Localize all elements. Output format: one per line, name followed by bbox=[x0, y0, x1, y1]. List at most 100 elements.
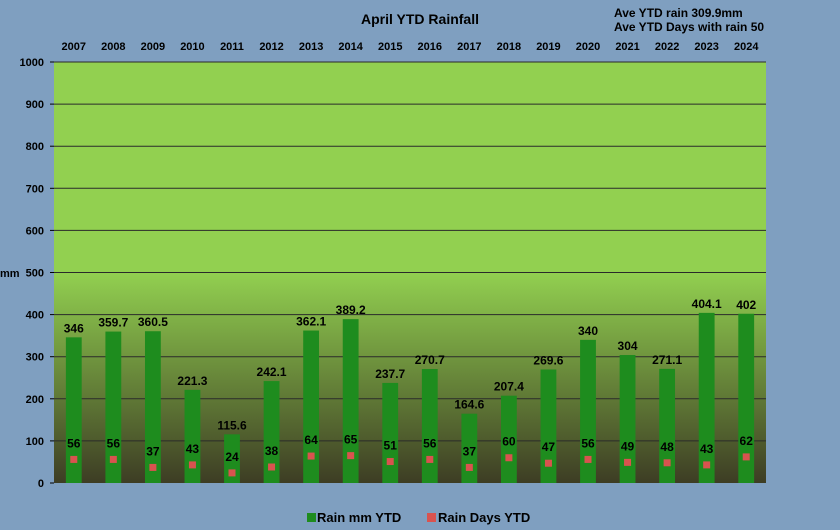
y-tick-label: 300 bbox=[26, 352, 44, 364]
y-tick-label: 700 bbox=[26, 183, 44, 195]
bar bbox=[580, 339, 596, 483]
legend-label-rain-mm: Rain mm YTD bbox=[317, 510, 401, 525]
y-axis-ticks: 0 100 200 300 400 500 600 700 800 900 1000 bbox=[20, 57, 54, 490]
bar bbox=[224, 434, 240, 483]
bar bbox=[659, 368, 676, 483]
bar-value-label: 237.7 bbox=[375, 367, 405, 381]
x-tick-label: 2010 bbox=[180, 41, 204, 53]
bar-value-label: 389.2 bbox=[336, 303, 366, 317]
bar bbox=[263, 381, 280, 483]
legend-label-rain-days: Rain Days YTD bbox=[438, 510, 530, 525]
bar-value-label: 242.1 bbox=[257, 365, 287, 379]
bar-value-label: 360.5 bbox=[138, 315, 168, 329]
rain-days-value-label: 60 bbox=[502, 435, 516, 449]
markers bbox=[70, 452, 750, 477]
bar bbox=[382, 382, 399, 483]
rain-days-marker bbox=[188, 461, 196, 469]
y-tick-label: 200 bbox=[26, 394, 44, 406]
x-tick-label: 2013 bbox=[299, 41, 323, 53]
bar-value-label: 271.1 bbox=[652, 353, 682, 367]
data-labels: 346 359.7 360.5 221.3 115.6 242.1 362.1 389.2 23… bbox=[64, 297, 757, 464]
bar-value-label: 359.7 bbox=[98, 316, 128, 330]
rain-days-value-label: 43 bbox=[700, 442, 714, 456]
legend-swatch-rain-mm bbox=[307, 513, 316, 522]
y-tick-label: 900 bbox=[26, 99, 44, 111]
bar bbox=[184, 389, 201, 483]
y-tick-label: 100 bbox=[26, 436, 44, 448]
bar-value-label: 221.3 bbox=[177, 374, 207, 388]
bar-value-label: 346 bbox=[64, 321, 84, 335]
bars bbox=[65, 312, 755, 483]
x-tick-label: 2012 bbox=[259, 41, 283, 53]
y-tick-label: 500 bbox=[26, 268, 44, 280]
rain-days-marker bbox=[347, 452, 355, 460]
rain-days-value-label: 51 bbox=[384, 439, 398, 453]
chart-title: April YTD Rainfall bbox=[361, 11, 479, 27]
y-tick-label: 1000 bbox=[20, 57, 44, 69]
bar bbox=[540, 369, 557, 483]
rain-days-marker bbox=[268, 463, 276, 471]
rain-days-value-label: 43 bbox=[186, 442, 200, 456]
bar bbox=[65, 337, 82, 483]
x-tick-label: 2007 bbox=[62, 41, 86, 53]
bar-value-label: 115.6 bbox=[217, 418, 247, 432]
x-tick-label: 2014 bbox=[338, 41, 363, 53]
x-tick-label: 2023 bbox=[694, 41, 718, 53]
bar bbox=[144, 331, 161, 483]
bar bbox=[421, 369, 438, 483]
rain-days-value-label: 37 bbox=[463, 444, 477, 458]
bar bbox=[738, 313, 755, 483]
rain-days-marker bbox=[742, 453, 750, 461]
rain-days-marker bbox=[624, 458, 632, 466]
bar-value-label: 207.4 bbox=[494, 380, 524, 394]
y-tick-label: 600 bbox=[26, 225, 44, 237]
rain-days-marker bbox=[703, 461, 711, 469]
bar-value-label: 340 bbox=[578, 324, 598, 338]
rain-days-marker bbox=[109, 455, 117, 463]
rain-days-marker bbox=[307, 452, 315, 460]
x-tick-label: 2022 bbox=[655, 41, 679, 53]
x-tick-label: 2018 bbox=[497, 41, 521, 53]
x-tick-label: 2009 bbox=[141, 41, 165, 53]
x-tick-label: 2024 bbox=[734, 41, 759, 53]
rain-days-marker bbox=[663, 459, 671, 467]
rain-days-marker bbox=[70, 455, 78, 463]
gridlines bbox=[54, 61, 766, 442]
y-axis-label: mm bbox=[0, 268, 20, 280]
rain-days-value-label: 47 bbox=[542, 440, 556, 454]
y-tick-label: 0 bbox=[38, 478, 44, 490]
rain-days-value-label: 56 bbox=[423, 436, 437, 450]
rain-days-marker bbox=[149, 463, 157, 471]
rain-days-marker bbox=[386, 458, 394, 466]
bar bbox=[500, 395, 517, 483]
x-tick-label: 2017 bbox=[457, 41, 481, 53]
legend: Rain mm YTD Rain Days YTD bbox=[307, 510, 530, 525]
bar bbox=[461, 413, 478, 483]
x-tick-label: 2008 bbox=[101, 41, 125, 53]
rain-days-value-label: 49 bbox=[621, 439, 635, 453]
bar-value-label: 304 bbox=[618, 339, 638, 353]
rain-days-marker bbox=[426, 455, 434, 463]
rain-days-marker bbox=[505, 454, 513, 462]
y-tick-label: 800 bbox=[26, 141, 44, 153]
bar-value-label: 270.7 bbox=[415, 353, 445, 367]
bar-value-label: 402 bbox=[736, 298, 756, 312]
x-tick-label: 2021 bbox=[615, 41, 639, 53]
bar-value-label: 362.1 bbox=[296, 315, 326, 329]
rain-days-value-label: 56 bbox=[107, 436, 121, 450]
rain-days-value-label: 62 bbox=[740, 434, 754, 448]
bar bbox=[698, 312, 715, 483]
legend-swatch-rain-days bbox=[427, 513, 436, 522]
rain-days-value-label: 56 bbox=[67, 436, 81, 450]
bar bbox=[303, 330, 320, 483]
rain-days-value-label: 38 bbox=[265, 444, 279, 458]
x-tick-label: 2015 bbox=[378, 41, 402, 53]
bar bbox=[105, 331, 122, 483]
x-tick-label: 2020 bbox=[576, 41, 600, 53]
rain-days-value-label: 65 bbox=[344, 433, 358, 447]
average-days-note: Ave YTD Days with rain 50 bbox=[614, 20, 764, 34]
rain-days-value-label: 24 bbox=[225, 450, 239, 464]
bar bbox=[342, 319, 359, 483]
x-tick-label: 2011 bbox=[220, 41, 244, 53]
